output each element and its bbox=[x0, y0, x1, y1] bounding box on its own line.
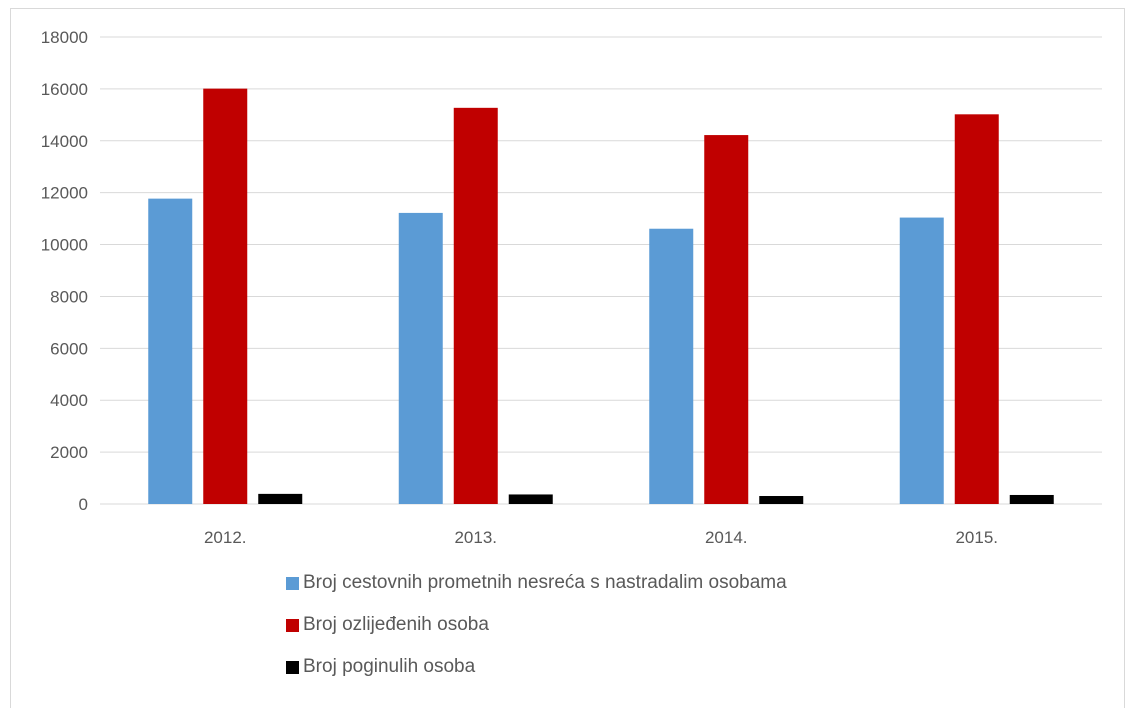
y-tick-label: 4000 bbox=[50, 391, 88, 410]
y-tick-label: 0 bbox=[79, 495, 88, 514]
legend-label-crashes: Broj cestovnih prometnih nesreća s nastr… bbox=[303, 572, 787, 593]
legend-item-injured: Broj ozlijeđenih osoba bbox=[286, 614, 787, 636]
bar-crashes bbox=[398, 212, 443, 505]
legend: Broj cestovnih prometnih nesreća s nastr… bbox=[286, 572, 787, 698]
bar-killed bbox=[508, 494, 553, 504]
legend-label-injured: Broj ozlijeđenih osoba bbox=[303, 614, 489, 635]
x-tick-label: 2012. bbox=[204, 528, 247, 547]
y-axis-tick-labels: 0 2000 4000 6000 8000 10000 12000 14000 16000 180… bbox=[41, 28, 88, 514]
bar-injured bbox=[704, 135, 749, 504]
y-tick-label: 14000 bbox=[41, 132, 88, 151]
bar-killed bbox=[1009, 494, 1054, 504]
bar-injured bbox=[453, 107, 498, 504]
x-axis-tick-labels: 2012. 2013. 2014. 2015. bbox=[204, 528, 998, 547]
y-tick-label: 6000 bbox=[50, 339, 88, 358]
y-tick-label: 10000 bbox=[41, 236, 88, 255]
y-tick-label: 12000 bbox=[41, 184, 88, 203]
legend-swatch-crashes bbox=[286, 576, 299, 590]
legend-swatch-injured bbox=[286, 618, 299, 632]
gridlines bbox=[100, 36, 1102, 505]
y-tick-label: 8000 bbox=[50, 287, 88, 306]
x-tick-label: 2014. bbox=[705, 528, 748, 547]
y-tick-label: 16000 bbox=[41, 80, 88, 99]
legend-swatch-killed bbox=[286, 660, 299, 674]
bar-crashes bbox=[148, 198, 193, 504]
y-tick-label: 18000 bbox=[41, 28, 88, 47]
bar-crashes bbox=[899, 217, 944, 504]
bar-killed bbox=[258, 493, 303, 504]
legend-label-killed: Broj poginulih osoba bbox=[303, 656, 476, 677]
x-tick-label: 2013. bbox=[454, 528, 497, 547]
bar-crashes bbox=[649, 228, 694, 505]
bar-injured bbox=[954, 114, 999, 504]
legend-item-crashes: Broj cestovnih prometnih nesreća s nastr… bbox=[286, 572, 787, 594]
legend-item-killed: Broj poginulih osoba bbox=[286, 656, 787, 678]
x-tick-label: 2015. bbox=[955, 528, 998, 547]
bar-killed bbox=[759, 496, 804, 504]
bars bbox=[148, 88, 1054, 505]
bar-injured bbox=[203, 88, 248, 504]
y-tick-label: 2000 bbox=[50, 443, 88, 462]
chart-frame bbox=[10, 8, 1125, 708]
